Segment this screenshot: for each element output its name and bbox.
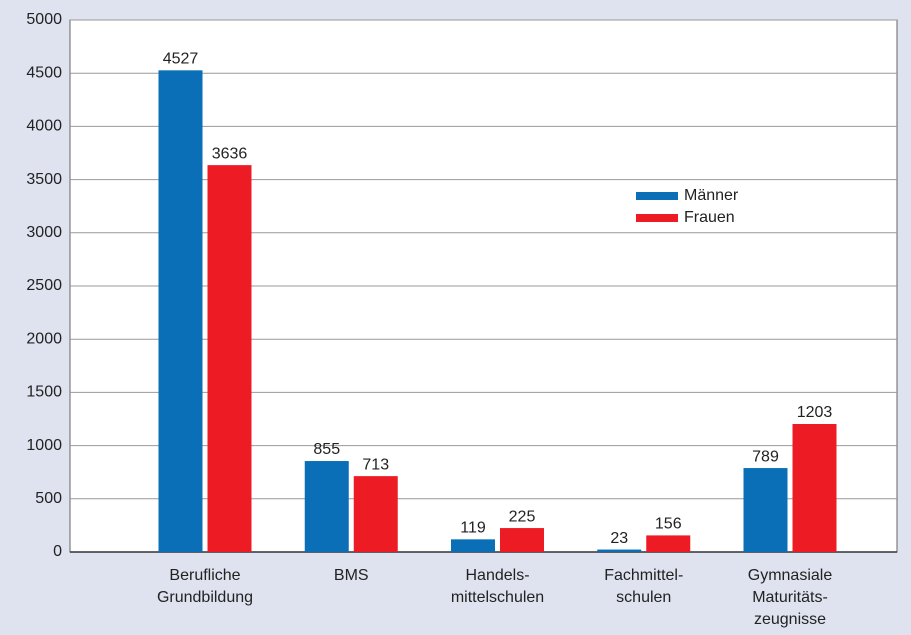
y-tick-label: 2500 bbox=[26, 277, 62, 294]
value-label: 1203 bbox=[797, 404, 833, 421]
x-tick-label: Handels-mittelschulen bbox=[451, 567, 544, 606]
y-tick-label: 0 bbox=[53, 543, 62, 560]
bar bbox=[304, 461, 349, 552]
bar bbox=[597, 549, 642, 552]
value-label: 713 bbox=[362, 456, 389, 473]
bar bbox=[353, 476, 398, 552]
y-tick-label: 5000 bbox=[26, 11, 62, 28]
value-label: 225 bbox=[509, 508, 536, 525]
x-tick-label: BMS bbox=[334, 567, 369, 584]
value-label: 23 bbox=[610, 530, 628, 547]
value-label: 156 bbox=[655, 516, 682, 533]
x-tick-label: Fachmittel-schulen bbox=[604, 567, 683, 606]
bar bbox=[451, 539, 495, 552]
bar bbox=[743, 468, 788, 552]
value-label: 855 bbox=[313, 441, 340, 458]
y-tick-label: 2000 bbox=[26, 330, 62, 347]
y-tick-label: 1500 bbox=[26, 384, 62, 401]
x-tick-label: Gymnasiale Maturitäts-zeugnisse bbox=[748, 567, 833, 628]
bar bbox=[158, 70, 203, 552]
legend-swatch bbox=[636, 214, 678, 222]
legend-label: Männer bbox=[684, 187, 739, 204]
y-tick-label: 3500 bbox=[26, 171, 62, 188]
value-label: 789 bbox=[752, 448, 779, 465]
value-label: 119 bbox=[460, 520, 486, 537]
y-tick-label: 4500 bbox=[26, 64, 62, 81]
value-label: 3636 bbox=[212, 145, 248, 162]
x-tick-label: Berufliche Grundbildung bbox=[157, 567, 253, 606]
value-label: 4527 bbox=[163, 51, 199, 68]
bar bbox=[792, 424, 837, 552]
legend-label: Frauen bbox=[684, 209, 735, 226]
y-tick-label: 4000 bbox=[26, 118, 62, 135]
y-tick-label: 500 bbox=[35, 490, 62, 507]
bar bbox=[646, 535, 691, 552]
legend-swatch bbox=[636, 192, 678, 200]
y-tick-label: 1000 bbox=[26, 437, 62, 454]
y-tick-label: 3000 bbox=[26, 224, 62, 241]
bar bbox=[500, 528, 544, 552]
bar bbox=[207, 165, 252, 553]
